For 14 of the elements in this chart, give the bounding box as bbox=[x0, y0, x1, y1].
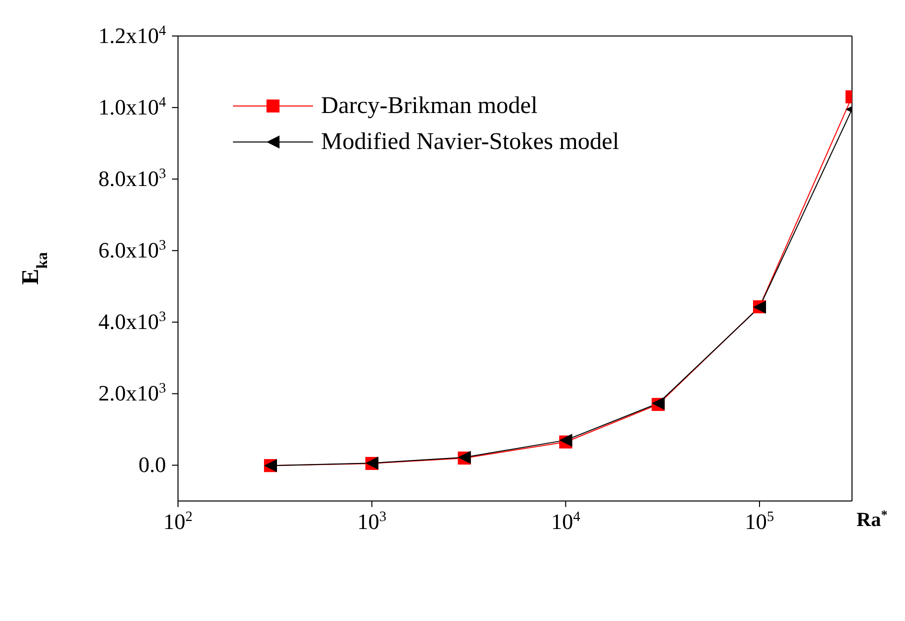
x-tick-label: 10$^{4}$ bbox=[551, 509, 580, 534]
legend-label: Modified Navier-Stokes model bbox=[321, 128, 620, 156]
y-tick-label: 8.0x10$^{3}$ bbox=[98, 166, 166, 192]
y-tick-label: 0.0 bbox=[138, 452, 166, 478]
y-tick-label: 4.0x10$^{3}$ bbox=[98, 309, 166, 334]
y-tick-label: 1.0x10$^{4}$ bbox=[98, 94, 166, 120]
x-tick-label: 10$^{3}$ bbox=[357, 509, 386, 534]
x-axis-title: Ra$^{*}$ bbox=[856, 506, 888, 531]
legend-label: Darcy-Brikman model bbox=[321, 92, 538, 120]
x-tick-label: 10$^{2}$ bbox=[163, 509, 193, 534]
x-tick-label: 10$^{5}$ bbox=[744, 509, 774, 534]
y-tick-label: 6.0x10$^{3}$ bbox=[98, 238, 166, 263]
y-tick-label: 2.0x10$^{3}$ bbox=[98, 380, 166, 406]
y-tick-label: 1.2x10$^{4}$ bbox=[98, 23, 166, 48]
